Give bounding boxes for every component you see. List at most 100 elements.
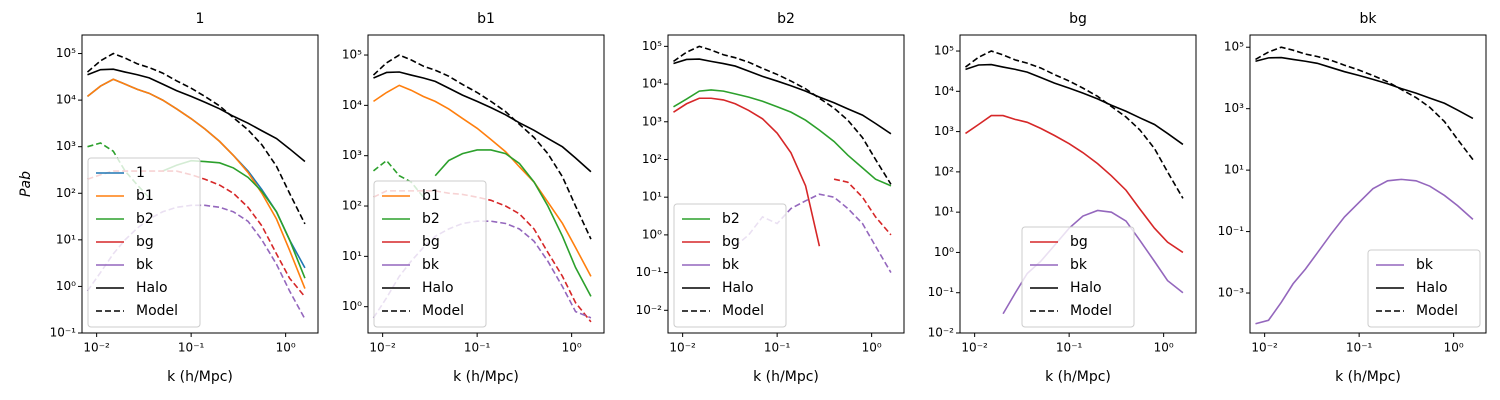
- y-tick-label: 10⁵: [1224, 40, 1244, 54]
- panel: b2 10⁻² 10⁻¹ 10⁰ 10⁻² 10⁻¹ 10⁰ 10¹ 10² 10³ 10⁴ 10⁵ k…: [636, 11, 905, 385]
- legend-label: bg: [1070, 234, 1088, 250]
- y-tick-label: 10¹: [342, 249, 362, 263]
- legend: bg bk Halo Model: [1021, 226, 1135, 328]
- legend-label: Halo: [136, 280, 168, 296]
- y-tick-label: 10⁻¹: [50, 326, 77, 340]
- legend-label: bg: [136, 234, 154, 250]
- y-tick-label: 10³: [342, 148, 362, 162]
- panel: 1 10⁻² 10⁻¹ 10⁰ 10⁻¹ 10⁰ 10¹ 10² 10³ 10⁴ 10⁵ k (h/M…: [18, 11, 319, 385]
- x-tick-label: 10⁻¹: [1056, 341, 1083, 355]
- legend-label: bk: [1070, 257, 1088, 273]
- x-tick-label: 10⁰: [1444, 341, 1464, 355]
- legend-box: [373, 180, 487, 328]
- series-line: [372, 54, 592, 240]
- series-line: [434, 149, 592, 297]
- series-line: [373, 190, 592, 323]
- legend-label: bk: [422, 257, 440, 273]
- y-tick-label: 10²: [342, 199, 362, 213]
- x-tick-label: 10⁰: [862, 341, 882, 355]
- y-tick-label: 10⁰: [642, 227, 662, 241]
- legend: bk Halo Model: [1367, 249, 1481, 328]
- x-tick-label: 10⁰: [1154, 341, 1174, 355]
- y-tick-label: 10¹: [934, 205, 954, 219]
- x-tick-label: 10⁻²: [369, 341, 396, 355]
- legend-label: Model: [1416, 303, 1458, 319]
- series-line: [87, 68, 306, 163]
- panel: b1 10⁻² 10⁻¹ 10⁰ 10⁰ 10¹ 10² 10³ 10⁴ 10⁵ k (h/Mpc)…: [342, 11, 605, 385]
- legend-box: [673, 203, 787, 328]
- series-line: [1255, 178, 1474, 325]
- y-tick-label: 10¹: [56, 232, 76, 246]
- y-tick-label: 10⁰: [56, 279, 76, 293]
- legend-label: b1: [136, 188, 154, 204]
- axes-frame: [81, 34, 319, 334]
- x-tick-label: 10⁻¹: [1346, 341, 1373, 355]
- y-tick-label: 10⁴: [342, 98, 362, 112]
- y-tick-label: 10⁴: [934, 84, 954, 98]
- series-line: [673, 89, 892, 187]
- y-tick-label: 10²: [642, 152, 662, 166]
- y-tick-label: 10⁻¹: [1218, 224, 1245, 238]
- panel-title: bk: [1360, 11, 1378, 27]
- series-line: [373, 71, 592, 173]
- panel-title: b1: [477, 11, 495, 27]
- series-line: [673, 45, 892, 185]
- y-axis-label: Pab: [18, 171, 34, 197]
- y-tick-label: 10⁻¹: [636, 265, 663, 279]
- y-tick-label: 10⁵: [342, 48, 362, 62]
- legend-label: Halo: [1416, 280, 1448, 296]
- legend-label: b1: [422, 188, 440, 204]
- legend-box: [1367, 249, 1481, 328]
- panel-title: bg: [1069, 11, 1087, 27]
- axes-frame: [367, 34, 605, 334]
- legend-label: Halo: [722, 280, 754, 296]
- series-line: [373, 84, 592, 277]
- y-tick-label: 10¹: [642, 190, 662, 204]
- series-line: [1255, 56, 1474, 120]
- series-line: [86, 52, 306, 225]
- y-tick-label: 10⁰: [934, 245, 954, 259]
- series-line: [965, 63, 1184, 146]
- legend-label: Model: [136, 303, 178, 319]
- y-tick-label: 10⁴: [642, 77, 662, 91]
- legend-label: bg: [422, 234, 440, 250]
- legend-label: bk: [1416, 257, 1434, 273]
- y-tick-label: 10³: [642, 114, 662, 128]
- legend: b2 bg bk Halo Model: [673, 203, 787, 328]
- series-line: [833, 178, 892, 236]
- legend-box: [87, 157, 201, 328]
- y-tick-label: 10⁻²: [928, 326, 955, 340]
- x-axis-label: k (h/Mpc): [1045, 369, 1111, 385]
- plot-area: [372, 54, 592, 323]
- legend-label: Halo: [422, 280, 454, 296]
- legend-label: Model: [422, 303, 464, 319]
- legend-label: bg: [722, 234, 740, 250]
- x-tick-label: 10⁰: [562, 341, 582, 355]
- x-tick-label: 10⁻¹: [464, 341, 491, 355]
- legend-label: b2: [422, 211, 440, 227]
- legend-label: b2: [136, 211, 154, 227]
- series-line: [86, 78, 306, 289]
- y-tick-label: 10⁻²: [636, 303, 663, 317]
- y-tick-label: 10²: [934, 164, 954, 178]
- y-tick-label: 10⁴: [56, 93, 76, 107]
- y-tick-label: 10¹: [1224, 163, 1244, 177]
- x-axis-label: k (h/Mpc): [167, 369, 233, 385]
- plot-area: [1255, 46, 1474, 325]
- y-tick-label: 10³: [1224, 101, 1244, 115]
- panel-title: b2: [777, 11, 795, 27]
- legend-label: Model: [1070, 303, 1112, 319]
- panel: bk 10⁻² 10⁻¹ 10⁰ 10⁻³ 10⁻¹ 10¹ 10³ 10⁵ k (h/Mpc) b…: [1218, 11, 1487, 385]
- y-tick-label: 10³: [56, 139, 76, 153]
- y-tick-label: 10⁵: [56, 46, 76, 60]
- legend-label: bk: [136, 257, 154, 273]
- x-tick-label: 10⁻²: [961, 341, 988, 355]
- legend-box: [1021, 226, 1135, 328]
- axes-frame: [1249, 34, 1487, 334]
- series-line: [673, 58, 892, 135]
- series-line: [1255, 46, 1474, 161]
- legend-label: Halo: [1070, 280, 1102, 296]
- x-axis-label: k (h/Mpc): [1335, 369, 1401, 385]
- series-line: [965, 50, 1184, 199]
- x-axis-label: k (h/Mpc): [753, 369, 819, 385]
